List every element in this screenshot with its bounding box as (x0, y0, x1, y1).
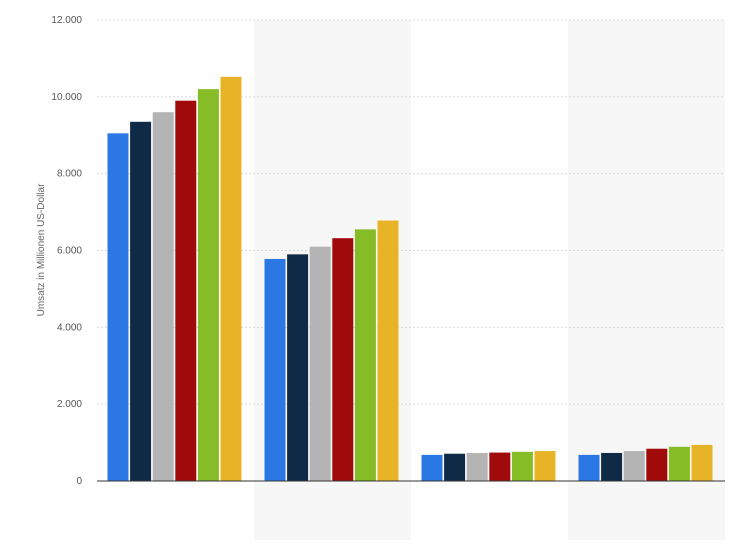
bar[interactable] (332, 238, 354, 481)
y-tick-label: 8.000 (57, 169, 82, 180)
bar[interactable] (287, 254, 309, 481)
bar[interactable] (152, 112, 174, 481)
y-axis-ticks: 0 2.000 4.000 6.000 8.000 10.000 12.000 (51, 15, 82, 487)
bar[interactable] (466, 452, 488, 481)
bar[interactable] (534, 451, 556, 481)
bar[interactable] (220, 76, 242, 482)
bars (107, 76, 713, 482)
y-tick-label: 4.000 (57, 322, 82, 333)
bar[interactable] (623, 451, 645, 481)
bar[interactable] (107, 133, 129, 481)
y-tick-label: 2.000 (57, 399, 82, 410)
bar[interactable] (601, 452, 623, 481)
bar[interactable] (511, 451, 533, 481)
bar[interactable] (646, 448, 668, 481)
bar[interactable] (377, 220, 399, 481)
bar[interactable] (489, 452, 511, 481)
bar[interactable] (309, 246, 331, 481)
y-tick-label: 10.000 (51, 92, 82, 103)
bar[interactable] (175, 100, 197, 482)
bar[interactable] (668, 446, 690, 481)
bar[interactable] (197, 89, 219, 482)
bar[interactable] (264, 258, 286, 481)
bar[interactable] (354, 229, 376, 481)
y-axis-title: Umsatz in Millionen US-Dollar (36, 183, 47, 316)
bar[interactable] (691, 444, 713, 481)
y-tick-label: 12.000 (51, 15, 82, 26)
bar[interactable] (578, 454, 600, 481)
bar[interactable] (444, 453, 466, 481)
bar[interactable] (421, 454, 443, 481)
y-tick-label: 0 (76, 476, 82, 487)
bar[interactable] (130, 121, 152, 481)
y-tick-label: 6.000 (57, 246, 82, 257)
